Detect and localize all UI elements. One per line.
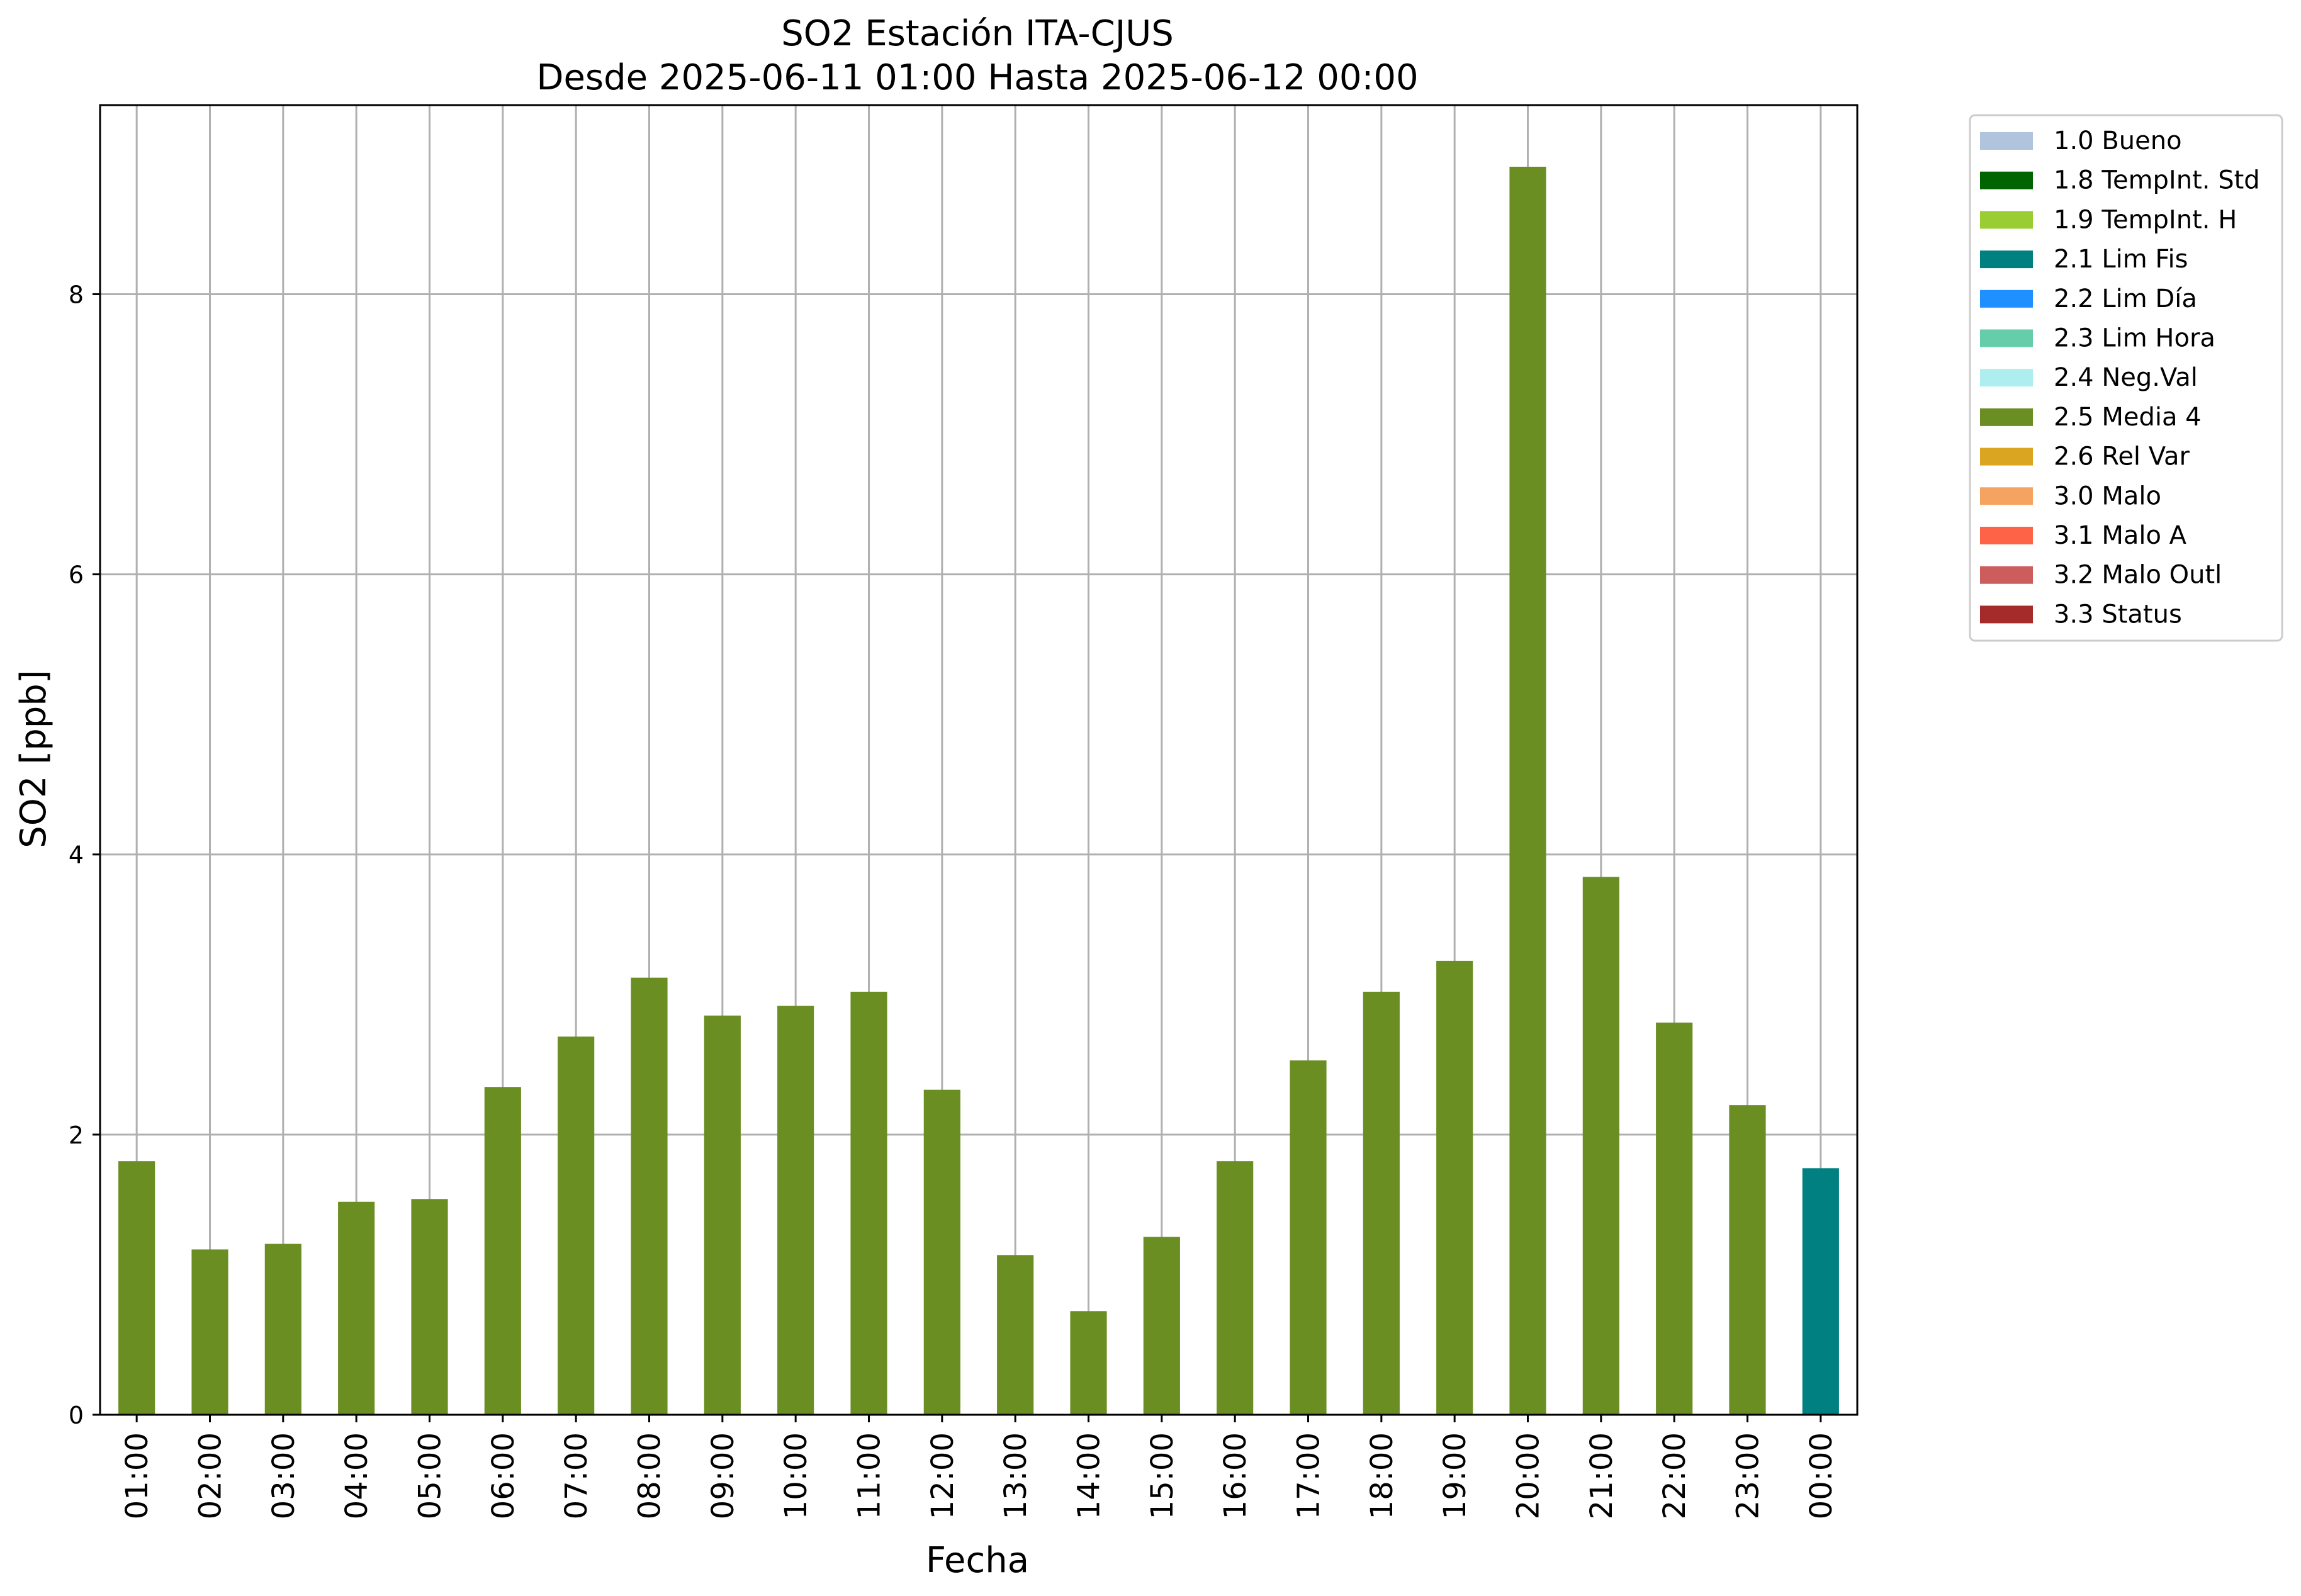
chart-subtitle: Desde 2025-06-11 01:00 Hasta 2025-06-12 … [536, 57, 1418, 98]
legend-swatch [1980, 447, 2033, 466]
bar-1900 [1436, 960, 1473, 1415]
x-tick-label: 06:00 [486, 1432, 521, 1519]
bar-0500 [411, 1199, 448, 1415]
legend-label: 2.4 Neg.Val [2054, 363, 2198, 392]
bar-0400 [338, 1201, 375, 1415]
bar-1100 [850, 991, 887, 1415]
legend-label: 2.2 Lim Día [2054, 284, 2197, 313]
legend-swatch [1980, 211, 2033, 229]
bar-1500 [1143, 1237, 1180, 1415]
legend-label: 2.1 Lim Fis [2054, 245, 2188, 274]
x-tick-label: 07:00 [559, 1432, 594, 1519]
x-tick-label: 13:00 [998, 1432, 1033, 1519]
bar-0300 [264, 1244, 301, 1415]
y-tick-label: 6 [69, 561, 84, 589]
y-tick-label: 8 [69, 281, 84, 308]
legend-swatch [1980, 369, 2033, 387]
x-tick-label: 14:00 [1072, 1432, 1107, 1519]
x-tick-label: 09:00 [706, 1432, 741, 1519]
x-tick-label: 20:00 [1511, 1432, 1546, 1519]
x-axis-ticks: 01:00 02:00 03:00 04:00 05:00 06:00 07:00 08:00… [120, 1415, 1839, 1519]
bar-0800 [631, 977, 668, 1415]
y-axis-label: SO2 [ppb] [13, 670, 54, 848]
legend-label: 3.0 Malo [2054, 481, 2161, 510]
chart-title: SO2 Estación ITA-CJUS [781, 13, 1174, 54]
x-tick-label: 21:00 [1584, 1432, 1619, 1519]
x-tick-label: 17:00 [1291, 1432, 1327, 1519]
x-tick-label: 02:00 [193, 1432, 228, 1519]
legend-swatch [1980, 487, 2033, 505]
x-tick-label: 18:00 [1364, 1432, 1400, 1519]
x-tick-label: 01:00 [120, 1432, 155, 1519]
bar-0600 [484, 1087, 521, 1415]
legend-label: 3.3 Status [2054, 600, 2182, 629]
legend-label: 3.1 Malo A [2054, 521, 2187, 550]
legend-label: 3.2 Malo Outl [2054, 561, 2222, 590]
x-tick-label: 22:00 [1657, 1432, 1692, 1519]
bar-1700 [1290, 1060, 1327, 1415]
bar-1300 [997, 1255, 1034, 1415]
bar-0700 [558, 1037, 595, 1415]
bar-0000 [1802, 1168, 1839, 1415]
x-tick-label: 05:00 [413, 1432, 448, 1519]
x-tick-label: 19:00 [1437, 1432, 1473, 1519]
bar-0100 [118, 1161, 155, 1415]
x-tick-label: 11:00 [852, 1432, 887, 1519]
x-tick-label: 04:00 [339, 1432, 374, 1519]
legend-swatch [1980, 566, 2033, 584]
legend-label: 1.9 TempInt. H [2054, 205, 2237, 234]
bar-2300 [1729, 1105, 1766, 1415]
legend-swatch [1980, 605, 2033, 624]
x-tick-label: 00:00 [1804, 1432, 1839, 1519]
legend-swatch [1980, 250, 2033, 269]
bar-1000 [777, 1006, 814, 1415]
bar-0200 [191, 1249, 228, 1415]
x-axis-label: Fecha [926, 1540, 1029, 1581]
bar-1400 [1070, 1311, 1107, 1415]
bar-2200 [1656, 1022, 1693, 1415]
legend-swatch [1980, 527, 2033, 544]
x-tick-label: 15:00 [1145, 1432, 1180, 1519]
legend-label: 1.8 TempInt. Std [2054, 166, 2260, 195]
bar-2100 [1582, 877, 1619, 1415]
legend: 1.0 Bueno 1.8 TempInt. Std 1.9 TempInt. H 2… [1969, 114, 2283, 642]
legend-swatch [1980, 289, 2033, 308]
legend-label: 2.3 Lim Hora [2054, 324, 2215, 353]
y-axis-ticks: 0 2 4 6 8 [69, 281, 100, 1429]
x-tick-label: 03:00 [266, 1432, 301, 1519]
legend-label: 2.6 Rel Var [2054, 442, 2190, 471]
legend-label: 2.5 Media 4 [2054, 403, 2202, 432]
x-tick-label: 10:00 [779, 1432, 814, 1519]
y-tick-label: 4 [69, 841, 84, 869]
bar-1600 [1217, 1161, 1254, 1415]
bar-1200 [923, 1089, 960, 1415]
bar-2000 [1509, 166, 1546, 1415]
plot-frame [99, 104, 1859, 1416]
legend-swatch [1980, 329, 2033, 347]
bar-0900 [704, 1015, 741, 1415]
x-tick-label: 12:00 [925, 1432, 960, 1519]
y-tick-label: 2 [69, 1121, 84, 1149]
y-tick-label: 0 [69, 1402, 84, 1429]
legend-swatch [1980, 132, 2033, 150]
bars-group [118, 166, 1839, 1415]
bar-1800 [1363, 991, 1400, 1415]
x-tick-label: 23:00 [1731, 1432, 1766, 1519]
legend-frame [1969, 114, 2283, 642]
legend-label: 1.0 Bueno [2054, 126, 2182, 155]
legend-swatch [1980, 408, 2033, 426]
x-tick-label: 16:00 [1218, 1432, 1253, 1519]
x-tick-label: 08:00 [633, 1432, 668, 1519]
legend-swatch [1980, 171, 2033, 189]
